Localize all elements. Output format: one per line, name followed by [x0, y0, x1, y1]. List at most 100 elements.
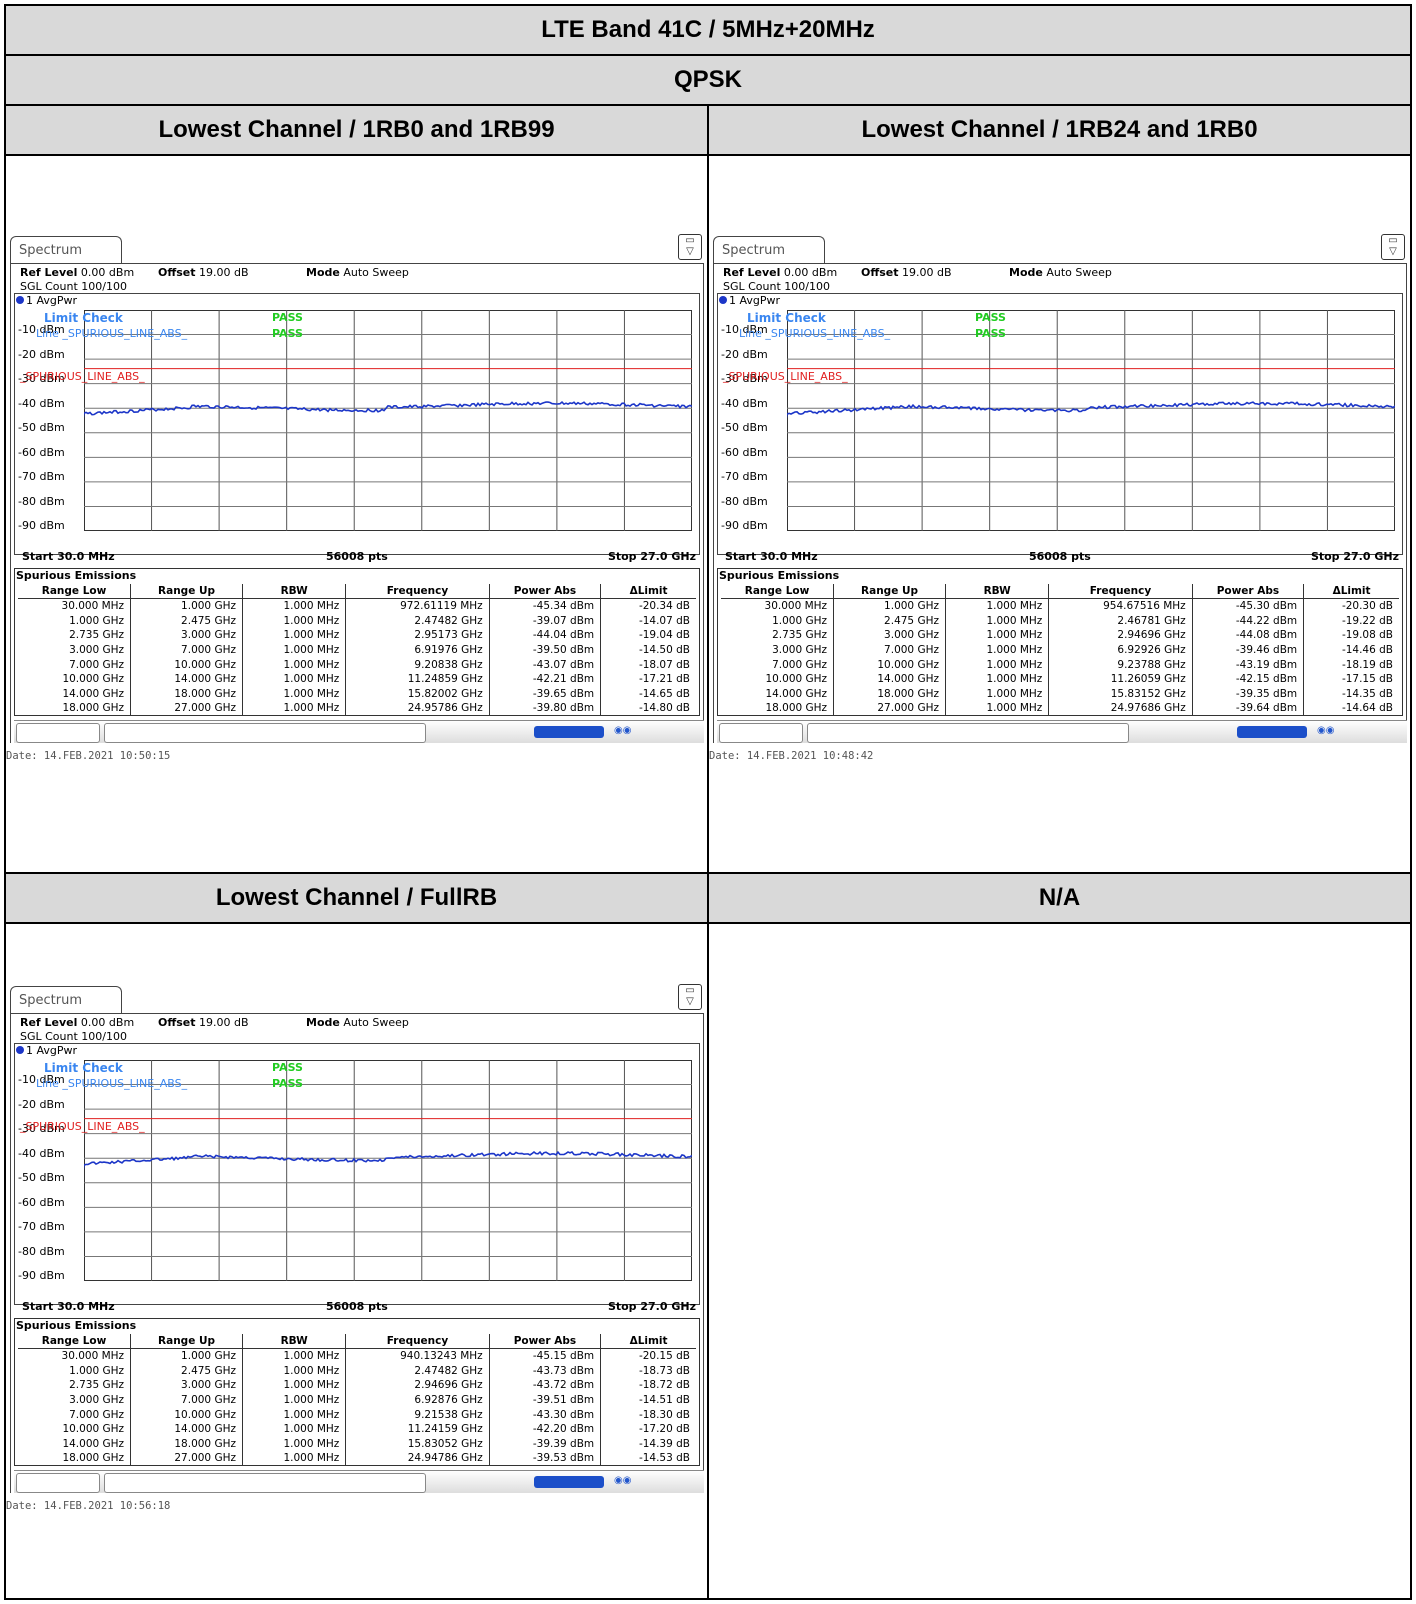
y-tick-label: -30 dBm — [18, 1122, 65, 1135]
spurious-table: Range Low Range Up RBW Frequency Power Abs ΔL… — [721, 584, 1399, 716]
date-stamp: Date: 14.FEB.2021 10:48:42 — [709, 750, 874, 762]
status-field[interactable] — [16, 1473, 100, 1493]
table-cell: 18.000 GHz — [765, 702, 828, 715]
trace-dot-icon — [16, 296, 24, 304]
table-cell: 1.000 MHz — [944, 613, 1049, 629]
table-cell: -20.30 dB — [1303, 598, 1399, 614]
table-cell: -18.07 dB — [600, 657, 696, 672]
table-cell: 14.000 GHz — [833, 671, 946, 687]
offset-info: Offset 19.00 dB — [158, 1016, 249, 1029]
table-row: 30.000 MHz 1.000 GHz 1.000 MHz 972.61119 MH… — [18, 598, 696, 614]
y-tick-label: -40 dBm — [18, 396, 65, 410]
spectrum-tab[interactable]: Spectrum — [10, 986, 122, 1014]
limit-check-label: Limit Check — [44, 1061, 123, 1075]
table-header: Range Up — [833, 584, 946, 599]
table-cell: -18.72 dB — [600, 1378, 696, 1393]
status-message-field[interactable] — [104, 723, 426, 743]
table-cell: 14.000 GHz — [62, 687, 125, 700]
table-header: Range Low — [721, 584, 834, 599]
table-cell: 14.000 GHz — [130, 1421, 243, 1437]
spectrum-screen-1: Spectrum ▭ ▽ Ref Level 0.00 dBm Offset 19… — [6, 156, 706, 762]
y-tick-label: -50 dBm — [18, 1171, 65, 1184]
mode-info: Mode Auto Sweep — [306, 266, 409, 279]
table-cell: 1.000 MHz — [241, 613, 346, 629]
table-cell: 18.000 GHz — [62, 1452, 125, 1465]
table-cell: 6.91976 GHz — [345, 642, 490, 658]
table-cell: 2.735 GHz — [772, 629, 828, 642]
table-cell: 24.94786 GHz — [345, 1451, 490, 1466]
status-bar: ◉◉ — [717, 720, 1407, 743]
table-header: Frequency — [1048, 584, 1193, 599]
table-header: Range Up — [130, 1334, 243, 1349]
table-cell: -39.64 dBm — [1191, 701, 1304, 716]
table-cell: 3.000 GHz — [772, 644, 828, 657]
table-cell: 1.000 MHz — [944, 686, 1049, 702]
mode-label: Mode — [306, 1016, 340, 1029]
divider — [703, 1013, 704, 1493]
table-cell: 3.000 GHz — [130, 1378, 243, 1393]
modulation-title: QPSK — [6, 56, 1410, 106]
spurious-title: Spurious Emissions — [16, 1319, 137, 1332]
table-cell: -39.39 dBm — [488, 1436, 601, 1452]
cell-title-2: Lowest Channel / 1RB24 and 1RB0 — [709, 106, 1410, 154]
table-row: 1.000 GHz 2.475 GHz 1.000 MHz 2.47482 GHz -3… — [18, 613, 696, 629]
table-cell: 10.000 GHz — [62, 673, 125, 686]
table-cell: -20.34 dB — [600, 598, 696, 614]
mode-value: Auto Sweep — [1046, 266, 1112, 279]
table-row: 2.735 GHz 3.000 GHz 1.000 MHz 2.94696 GHz -4… — [721, 628, 1399, 643]
menu-icon[interactable]: ▭ ▽ — [1381, 234, 1405, 260]
pass-label: PASS — [272, 311, 303, 324]
sgl-count: SGL Count 100/100 — [723, 280, 830, 293]
table-cell: 2.94696 GHz — [345, 1378, 490, 1393]
ref-level-label: Ref Level — [20, 266, 78, 279]
table-cell: 2.47482 GHz — [345, 613, 490, 629]
table-cell: 18.000 GHz — [62, 702, 125, 715]
ref-level-info: Ref Level 0.00 dBm — [20, 1016, 134, 1029]
spectrum-tab[interactable]: Spectrum — [10, 236, 122, 264]
status-message-field[interactable] — [807, 723, 1129, 743]
spectrum-tab[interactable]: Spectrum — [713, 236, 825, 264]
band-title: LTE Band 41C / 5MHz+20MHz — [6, 6, 1410, 56]
table-row: 1.000 GHz 2.475 GHz 1.000 MHz 2.46781 GHz -4… — [721, 613, 1399, 629]
divider — [10, 1013, 704, 1014]
table-header: Range Up — [130, 584, 243, 599]
table-cell: 1.000 MHz — [241, 671, 346, 687]
table-row: 3.000 GHz 7.000 GHz 1.000 MHz 6.91976 GHz -3… — [18, 642, 696, 658]
table-cell: 7.000 GHz — [69, 658, 125, 671]
divider — [10, 1013, 11, 1493]
limit-line-name: _SPURIOUS_LINE_ABS_ — [20, 1120, 145, 1133]
table-cell: 1.000 MHz — [944, 671, 1049, 687]
date-stamp: Date: 14.FEB.2021 10:50:15 — [6, 750, 171, 762]
status-field[interactable] — [719, 723, 803, 743]
menu-icon[interactable]: ▭ ▽ — [678, 984, 702, 1010]
sweep-points: 56008 pts — [326, 550, 388, 563]
table-cell: -19.08 dB — [1303, 628, 1399, 643]
table-header: Power Abs — [488, 584, 601, 599]
table-cell: -39.80 dBm — [488, 701, 601, 716]
table-cell: 2.735 GHz — [69, 1379, 125, 1392]
table-cell: -43.07 dBm — [488, 657, 601, 672]
y-tick-label: -10 dBm — [18, 323, 65, 336]
status-message-field[interactable] — [104, 1473, 426, 1493]
table-cell: 30.000 MHz — [61, 1350, 125, 1363]
y-tick-label: -70 dBm — [18, 1220, 65, 1233]
menu-icon[interactable]: ▭ ▽ — [678, 234, 702, 260]
y-tick-label: -30 dBm — [18, 372, 65, 385]
y-tick-label: -90 dBm — [721, 519, 768, 532]
y-tick-label: -60 dBm — [721, 445, 768, 459]
table-cell: 27.000 GHz — [130, 701, 243, 716]
table-cell: 1.000 MHz — [241, 1407, 346, 1422]
divider — [10, 263, 11, 743]
status-field[interactable] — [16, 723, 100, 743]
plot-border — [84, 310, 692, 531]
table-cell: 1.000 MHz — [241, 701, 346, 716]
table-cell: -39.50 dBm — [488, 642, 601, 658]
limit-line-label: Line _SPURIOUS_LINE_ABS_ — [36, 327, 188, 340]
y-tick-label: -20 dBm — [18, 1097, 65, 1111]
spurious-table: Range Low Range Up RBW Frequency Power Abs ΔL… — [18, 584, 696, 716]
table-cell: -39.46 dBm — [1191, 642, 1304, 658]
start-freq: Start 30.0 MHz — [22, 1300, 115, 1313]
divider — [713, 263, 1407, 264]
y-tick-label: -60 dBm — [18, 1195, 65, 1209]
limit-check-label: Limit Check — [44, 311, 123, 325]
